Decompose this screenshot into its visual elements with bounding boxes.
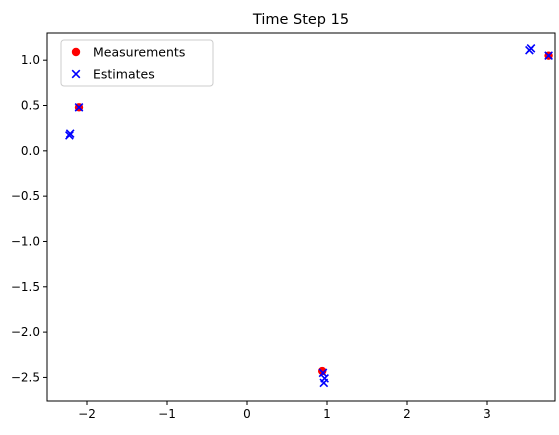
legend: Measurements Estimates [60, 39, 214, 87]
x-tick-label: 2 [403, 407, 411, 421]
legend-label: Measurements [93, 45, 185, 60]
y-tick-label: 1.0 [21, 53, 40, 67]
y-axis: 1.0 0.5 0.0 −0.5 −1.0 −1.5 −2.0 −2.5 [11, 53, 47, 384]
x-tick-label: 3 [483, 407, 491, 421]
y-tick-label: −1.0 [11, 234, 40, 248]
estimate-point [544, 51, 553, 61]
y-tick-label: −2.5 [11, 370, 40, 384]
plot-frame [46, 32, 556, 402]
legend-marker-estimates [71, 69, 81, 79]
series-measurements [74, 51, 553, 376]
x-axis: −2−101234 [78, 401, 491, 421]
x-tick-label: 0 [243, 407, 251, 421]
y-tick-label: 0.5 [21, 99, 40, 113]
x-tick-label: −1 [158, 407, 176, 421]
y-tick-label: −0.5 [11, 189, 40, 203]
estimate-point [319, 378, 329, 388]
estimate-point [318, 368, 328, 378]
y-tick-label: −2.0 [11, 325, 40, 339]
series-estimates [65, 44, 553, 388]
x-tick-label: 1 [323, 407, 331, 421]
plot-area [46, 32, 556, 402]
legend-box [60, 39, 214, 87]
estimate-point [74, 102, 84, 112]
y-tick-label: 0.0 [21, 144, 40, 158]
estimate-point [65, 131, 74, 140]
chart-title: Time Step 15 [252, 12, 349, 28]
y-tick-label: −1.5 [11, 280, 40, 294]
estimate-point [525, 45, 534, 55]
legend-label: Estimates [93, 67, 155, 82]
legend-marker-measurements [71, 47, 81, 57]
x-tick-label: −2 [78, 407, 96, 421]
